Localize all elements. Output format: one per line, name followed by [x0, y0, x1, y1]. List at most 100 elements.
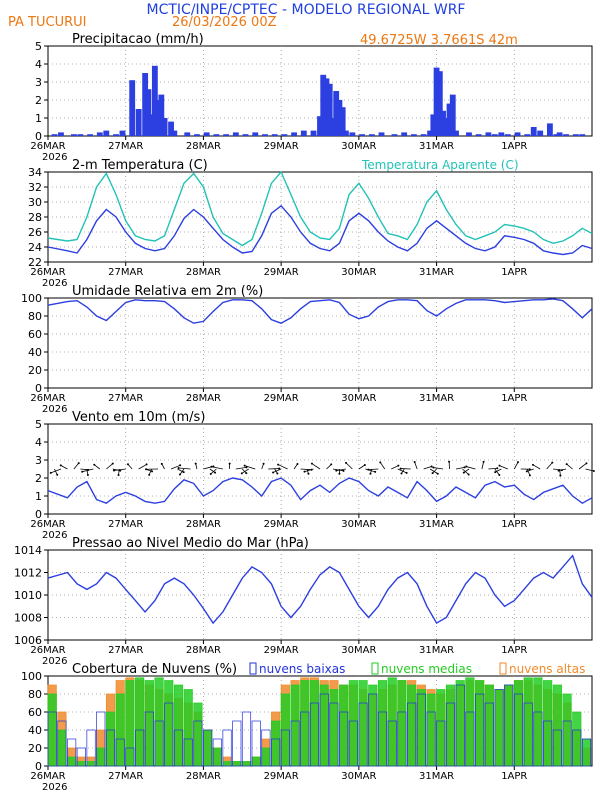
cloud-bar-nuvens-medias	[572, 711, 582, 767]
wind-vector	[179, 468, 185, 475]
cloud-bar-nuvens-baixas	[96, 711, 106, 767]
precip-bar	[427, 130, 434, 136]
main-title: MCTIC/INPE/CPTEC - MODELO REGIONAL WRF	[147, 2, 466, 18]
precip-bar	[537, 130, 544, 136]
cloud-bar-nuvens-medias	[562, 693, 572, 767]
cloud-bar-nuvens-medias	[387, 677, 397, 767]
year-label: 2026	[42, 278, 67, 289]
cloud-bar-nuvens-medias	[445, 684, 456, 767]
y-tick-label: 2	[35, 472, 42, 485]
x-tick-label: 1APR	[501, 645, 527, 656]
x-tick-label: 26MAR	[30, 771, 65, 782]
cloud-bar-nuvens-baixas	[543, 720, 553, 767]
cloud-bar-nuvens-medias	[183, 689, 193, 767]
wind-vector-head	[277, 463, 280, 466]
wind-vector	[127, 463, 133, 470]
rh-panel: 0 20 40 60 80 100 26MAR 27MAR 28MAR 29MAR 30MAR 31M…	[21, 284, 593, 415]
y-tick-label: 4	[35, 436, 42, 449]
precip-bar	[420, 134, 427, 136]
precip-bar	[430, 114, 437, 136]
y-tick-label: 40	[28, 346, 42, 359]
precip-bar	[148, 114, 155, 136]
y-tick-label: 60	[28, 328, 42, 341]
wind-vector-head	[126, 463, 129, 466]
wind-vector-head	[49, 471, 52, 474]
wind-vector	[558, 468, 567, 472]
cloud-bar-nuvens-medias	[348, 680, 358, 767]
wind-panel: 0 1 2 3 4 5 26MAR 27MAR 28MAR 29MAR 30MAR 31MAR 1APR…	[30, 410, 595, 541]
wind-vector-head	[432, 466, 435, 469]
precip-bar	[203, 132, 210, 136]
y-tick-label: 30	[28, 196, 42, 209]
wind-vector-head	[111, 462, 114, 465]
precip-bar	[70, 134, 77, 136]
precip-bar	[168, 121, 174, 136]
x-tick-label: 31MAR	[419, 393, 454, 404]
wind-vector	[397, 468, 407, 474]
wind-vector-head	[179, 464, 182, 467]
wind-vector-head	[81, 470, 84, 473]
wind-vector	[546, 462, 553, 470]
year-label: 2026	[42, 782, 67, 792]
wind-vector-head	[243, 464, 246, 467]
wind-vector	[272, 468, 282, 473]
precip-bar	[572, 134, 579, 136]
wind-vector	[499, 465, 508, 470]
cloud-bar-nuvens-medias	[232, 761, 242, 767]
wind-vector	[481, 461, 484, 470]
x-tick-label: 28MAR	[186, 645, 221, 656]
wind-vector	[368, 468, 379, 471]
precip-bar	[51, 134, 58, 136]
wind-vector	[86, 468, 89, 476]
y-tick-label: 0	[35, 382, 42, 395]
y-tick-label: 0	[35, 508, 42, 521]
cloud-bar-nuvens-medias	[319, 684, 329, 767]
cloud-bar-nuvens-baixas	[494, 689, 504, 767]
wind-vector	[113, 468, 126, 471]
wind-vector-head	[112, 469, 115, 472]
wind-vector-head	[592, 470, 595, 473]
cloud-bar-nuvens-medias	[309, 680, 320, 767]
cloud-bar-nuvens-medias	[203, 729, 213, 767]
x-tick-label: 29MAR	[264, 519, 299, 530]
cloud-bar-nuvens-medias	[57, 729, 67, 767]
cloud-bar-nuvens-baixas	[436, 720, 446, 767]
cloud-bar-nuvens-baixas	[377, 711, 388, 767]
wind-vector-head	[498, 464, 501, 467]
precip-bar	[446, 103, 453, 136]
y-tick-label: 1014	[14, 544, 42, 557]
legend-nuvens-medias: nuvens medias	[381, 662, 472, 676]
wind-vector	[414, 461, 418, 470]
y-tick-label: 2	[35, 94, 42, 107]
wind-vector-head	[342, 469, 345, 472]
wind-vector	[277, 464, 288, 470]
precip-bar	[401, 132, 408, 136]
x-tick-label: 30MAR	[341, 771, 376, 782]
wind-vector-head	[463, 466, 466, 469]
panel-title: Umidade Relativa em 2m (%)	[72, 284, 263, 299]
cloud-bar-nuvens-baixas	[86, 729, 96, 767]
precip-bar	[491, 134, 498, 136]
precip-bar	[291, 132, 298, 136]
cloud-bar-nuvens-medias	[86, 761, 96, 767]
precip-bar	[145, 89, 152, 136]
precip-bar	[158, 94, 165, 136]
cloud-bar-nuvens-baixas	[465, 711, 475, 767]
cloud-bar-nuvens-medias	[523, 677, 533, 767]
precip-bar	[563, 134, 570, 136]
precip-bar	[504, 134, 511, 136]
precip-bar	[449, 94, 456, 136]
wind-vector-head	[462, 471, 465, 474]
cloud-bar-nuvens-medias	[543, 680, 553, 767]
wind-vector-head	[528, 474, 531, 477]
wind-vector	[210, 468, 217, 475]
legend-swatch	[249, 662, 257, 675]
precip-bar	[271, 134, 278, 136]
legend-nuvens-altas: nuvens altas	[509, 662, 585, 676]
wind-vector-head	[151, 470, 154, 473]
cloud-bar-nuvens-medias	[251, 756, 261, 767]
cloud-bar-nuvens-baixas	[348, 720, 358, 767]
x-tick-label: 1APR	[501, 771, 527, 782]
cloud-bar-nuvens-medias	[436, 689, 446, 767]
precip-bar	[498, 132, 505, 136]
